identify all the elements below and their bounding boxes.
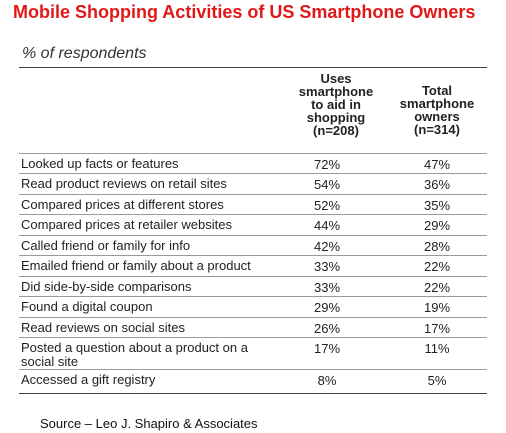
table-body: Looked up facts or features 72% 47% Read pr…: [19, 153, 487, 390]
row-label: Accessed a gift registry: [21, 372, 156, 387]
row-label: Emailed friend or family about a product: [21, 258, 251, 273]
value-total-owners: 22%: [423, 280, 451, 295]
table-row: Compared prices at different stores 52% 35…: [19, 194, 487, 214]
table-row: Read reviews on social sites 26% 17%: [19, 317, 487, 337]
value-smartphone-shoppers: 72%: [313, 157, 341, 172]
value-total-owners: 47%: [423, 157, 451, 172]
value-smartphone-shoppers: 42%: [313, 239, 341, 254]
column-header-line: Uses: [320, 71, 352, 86]
row-label: Found a digital coupon: [21, 299, 153, 314]
value-smartphone-shoppers: 44%: [313, 218, 341, 233]
table-row: Compared prices at retailer websites 44% 2…: [19, 214, 487, 235]
value-smartphone-shoppers: 17%: [313, 341, 341, 356]
value-total-owners: 35%: [423, 198, 451, 213]
column-header-line: (n=314): [414, 122, 460, 137]
column-header-line: smartphone: [399, 96, 475, 111]
source-note: Source – Leo J. Shapiro & Associates: [40, 416, 258, 431]
column-header-total-owners: Total smartphone owners (n=314): [387, 84, 487, 136]
value-total-owners: 17%: [423, 321, 451, 336]
table-row: Called friend or family for info 42% 28%: [19, 235, 487, 255]
table-row: Posted a question about a product on a s…: [19, 337, 487, 369]
value-total-owners: 29%: [423, 218, 451, 233]
table-bottom-rule: [19, 393, 487, 394]
column-header-line: (n=208): [313, 123, 359, 138]
column-header-line: Total: [421, 83, 453, 98]
value-smartphone-shoppers: 26%: [313, 321, 341, 336]
table-row: Did side-by-side comparisons 33% 22%: [19, 276, 487, 296]
value-total-owners: 11%: [424, 341, 450, 356]
row-label: Compared prices at retailer websites: [21, 217, 232, 232]
chart-subtitle: % of respondents: [22, 45, 147, 62]
value-smartphone-shoppers: 54%: [313, 177, 341, 192]
table-header: Uses smartphone to aid in shopping (n=208) T…: [19, 67, 487, 153]
value-smartphone-shoppers: 8%: [317, 373, 337, 388]
row-label: Read reviews on social sites: [21, 320, 186, 335]
value-total-owners: 28%: [423, 239, 451, 254]
row-label: Read product reviews on retail sites: [21, 176, 227, 191]
value-total-owners: 5%: [427, 373, 447, 388]
table-row: Looked up facts or features 72% 47%: [19, 153, 487, 173]
row-label: Posted a question about a product on a s…: [21, 340, 248, 369]
table-top-rule: [19, 67, 487, 68]
data-table: Uses smartphone to aid in shopping (n=208) T…: [19, 67, 487, 393]
table-row: Emailed friend or family about a product…: [19, 255, 487, 276]
row-label: Did side-by-side comparisons: [21, 279, 192, 294]
column-header-line: owners: [414, 109, 460, 124]
column-header-line: to aid in: [311, 97, 361, 112]
chart-title: Mobile Shopping Activities of US Smartph…: [13, 2, 476, 22]
value-smartphone-shoppers: 33%: [313, 259, 341, 274]
value-smartphone-shoppers: 33%: [313, 280, 341, 295]
table-row: Accessed a gift registry 8% 5%: [19, 369, 487, 390]
value-total-owners: 36%: [423, 177, 451, 192]
row-label: Looked up facts or features: [21, 156, 179, 171]
value-total-owners: 22%: [423, 259, 451, 274]
column-header-line: shopping: [306, 110, 366, 125]
table-row: Found a digital coupon 29% 19%: [19, 296, 487, 317]
column-header-line: smartphone: [298, 84, 374, 99]
value-total-owners: 19%: [423, 300, 451, 315]
row-label: Compared prices at different stores: [21, 197, 224, 212]
column-header-smartphone-shoppers: Uses smartphone to aid in shopping (n=208): [277, 72, 395, 137]
table-row: Read product reviews on retail sites 54% 3…: [19, 173, 487, 194]
value-smartphone-shoppers: 29%: [313, 300, 341, 315]
value-smartphone-shoppers: 52%: [313, 198, 341, 213]
row-label: Called friend or family for info: [21, 238, 191, 253]
